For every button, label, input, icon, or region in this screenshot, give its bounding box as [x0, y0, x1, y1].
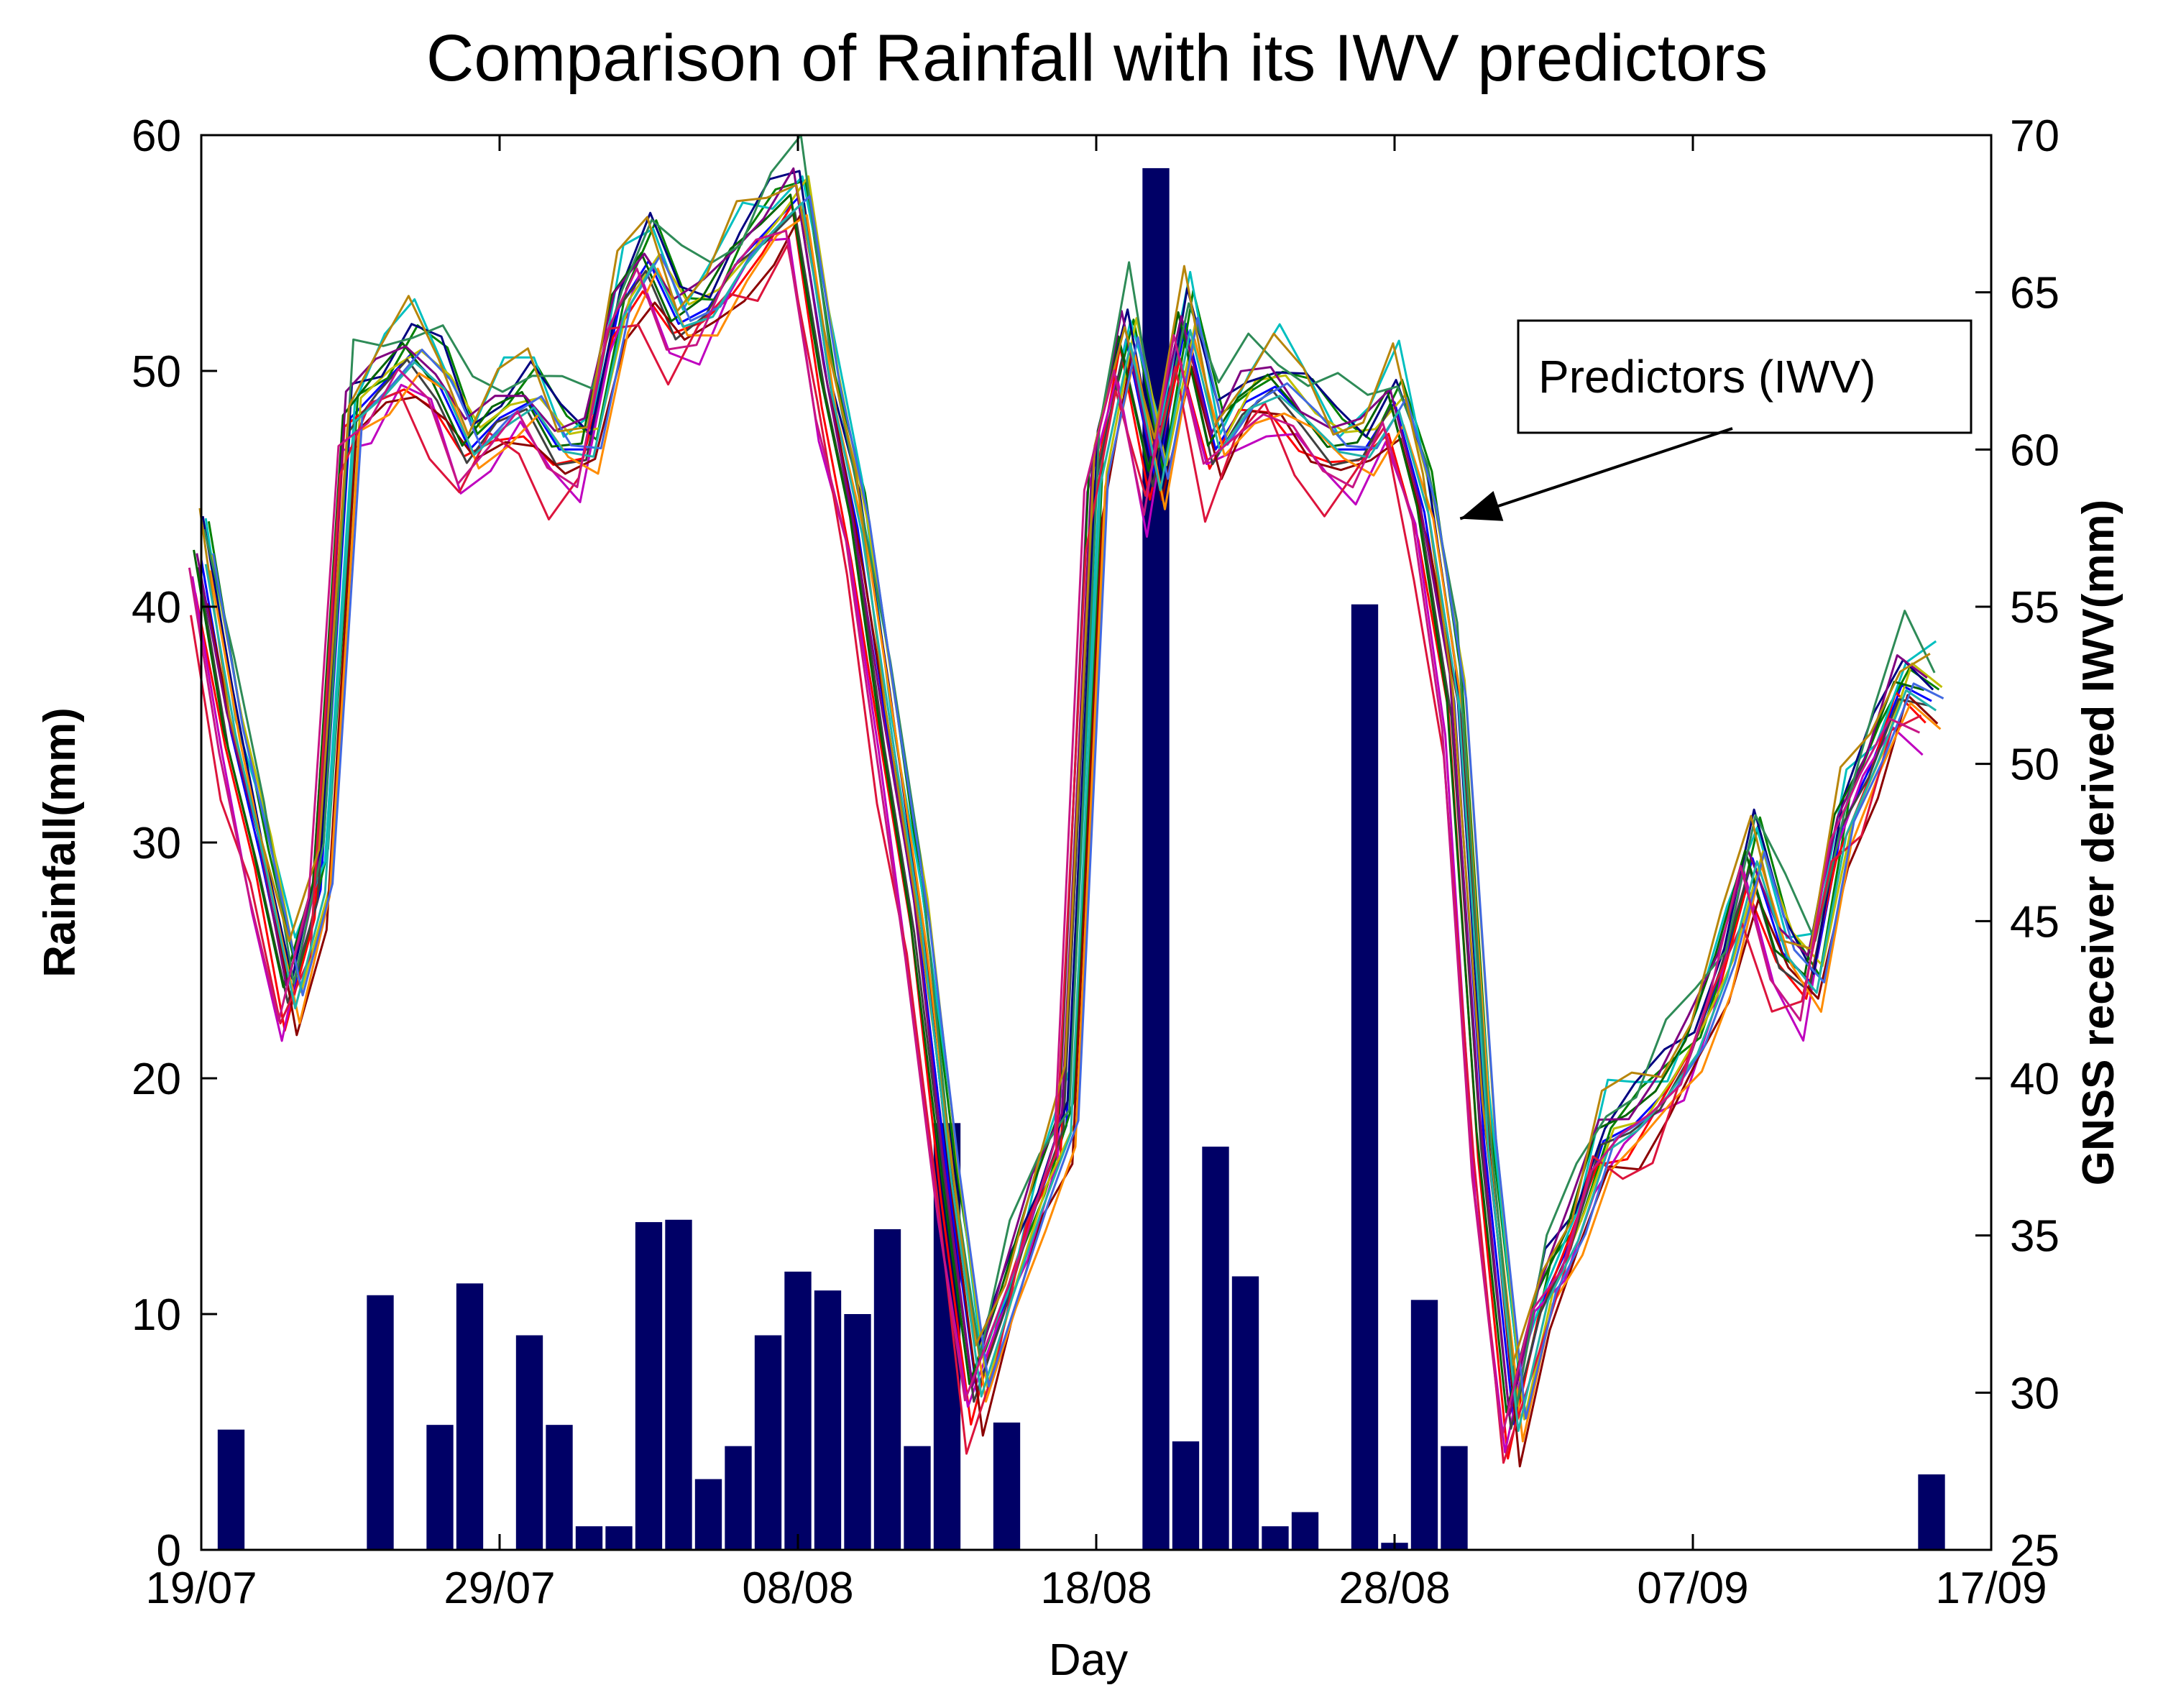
- rainfall-bar: [1410, 1300, 1438, 1550]
- left-tick-label: 0: [157, 1526, 181, 1576]
- right-tick-label: 45: [2010, 897, 2059, 947]
- iwv-predictor-line: [201, 170, 1934, 1393]
- rainfall-bar: [367, 1295, 394, 1550]
- rainfall-bar: [635, 1222, 663, 1550]
- rainfall-bar: [814, 1290, 842, 1550]
- rainfall-bar: [1202, 1147, 1229, 1550]
- rainfall-bar: [575, 1526, 603, 1550]
- iwv-predictor-line: [204, 201, 1937, 1432]
- right-tick-label: 65: [2010, 269, 2059, 318]
- iwv-predictor-line: [203, 134, 1936, 1408]
- rainfall-bar: [754, 1335, 782, 1550]
- x-axis-tick-labels: 19/07 29/07 08/08 18/08 28/08 07/09 17/09: [145, 1564, 2047, 1613]
- right-tick-label: 60: [2010, 426, 2059, 475]
- right-tick-label: 30: [2010, 1369, 2059, 1418]
- right-tick-label: 25: [2010, 1526, 2059, 1576]
- rainfall-bar: [426, 1425, 454, 1550]
- annotation-arrow: [1459, 427, 1733, 520]
- annotation-arrow-head: [1460, 491, 1504, 521]
- rainfall-bar: [784, 1271, 812, 1550]
- x-tick-label: 07/09: [1637, 1564, 1748, 1613]
- rainfall-bar: [605, 1526, 633, 1550]
- iwv-predictor-line: [188, 229, 1921, 1438]
- axis-ticks: [200, 134, 1993, 1551]
- left-axis-tick-labels: 0 10 20 30 40 50 60: [132, 111, 181, 1576]
- left-tick-label: 60: [132, 111, 181, 161]
- left-tick-label: 50: [132, 347, 181, 397]
- right-tick-label: 70: [2010, 111, 2059, 161]
- x-tick-label: 19/07: [145, 1564, 257, 1613]
- iwv-predictor-line: [208, 214, 1942, 1443]
- x-tick-label: 08/08: [742, 1564, 853, 1613]
- left-tick-label: 40: [132, 583, 181, 633]
- iwv-predictor-line: [190, 244, 1922, 1464]
- rainfall-bar: [1172, 1441, 1200, 1550]
- annotation-box: [1517, 319, 1973, 434]
- rainfall-bar: [993, 1422, 1021, 1550]
- rainfall-bar: [873, 1229, 901, 1550]
- rainfall-bar: [1262, 1526, 1289, 1550]
- rainfall-bar: [515, 1335, 543, 1550]
- rainfall-bar: [725, 1446, 752, 1550]
- x-tick-label: 29/07: [444, 1564, 555, 1613]
- iwv-predictor-lines: [188, 134, 1944, 1468]
- right-tick-label: 55: [2010, 583, 2059, 633]
- left-axis-label: Rainfall(mm): [35, 707, 85, 977]
- right-axis-tick-labels: 25 30 35 40 45 50 55 60 65 70: [2010, 111, 2059, 1576]
- rainfall-bar: [546, 1425, 573, 1550]
- rainfall-bar: [1291, 1512, 1319, 1550]
- rainfall-bar: [1441, 1446, 1468, 1550]
- x-tick-label: 18/08: [1040, 1564, 1152, 1613]
- right-axis-label: GNSS receiver derived IWV(mm): [2074, 500, 2123, 1185]
- right-tick-label: 35: [2010, 1212, 2059, 1262]
- rainfall-bar: [1918, 1474, 1945, 1550]
- iwv-predictor-line: [206, 207, 1939, 1468]
- chart-title: Comparison of Rainfall with its IWV pred…: [426, 22, 1768, 95]
- rainfall-bar: [1351, 604, 1379, 1550]
- iwv-predictor-line: [196, 167, 1928, 1417]
- left-tick-label: 30: [132, 819, 181, 868]
- x-tick-label: 28/08: [1338, 1564, 1450, 1613]
- rainfall-bar: [1231, 1276, 1259, 1550]
- annotation: Predictors (IWV): [1459, 319, 1973, 521]
- iwv-predictor-line: [198, 183, 1931, 1367]
- rainfall-bar: [665, 1219, 692, 1550]
- rainfall-bar: [844, 1314, 871, 1550]
- x-tick-label: 17/09: [1935, 1564, 2047, 1613]
- rainfall-bar: [904, 1446, 931, 1550]
- right-tick-label: 50: [2010, 740, 2059, 790]
- x-axis-label: Day: [1049, 1635, 1128, 1685]
- annotation-text: Predictors (IWV): [1538, 351, 1875, 403]
- rainfall-bar: [217, 1429, 245, 1550]
- left-tick-label: 20: [132, 1055, 181, 1104]
- left-tick-label: 10: [132, 1290, 181, 1340]
- rainfall-bar: [694, 1479, 722, 1550]
- rainfall-bars: [217, 167, 1945, 1550]
- right-tick-label: 40: [2010, 1055, 2059, 1104]
- rainfall-bar: [456, 1283, 484, 1550]
